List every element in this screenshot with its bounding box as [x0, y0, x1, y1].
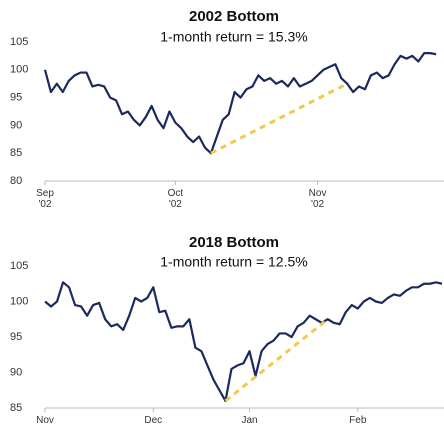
chart-subtitle: 1-month return = 15.3% — [160, 29, 307, 45]
y-tick-label: 100 — [10, 295, 28, 307]
y-tick-label: 90 — [10, 366, 22, 378]
y-tick-label: 95 — [10, 331, 22, 343]
x-tick-label: Oct '02 — [167, 188, 184, 210]
x-tick-label: Dec — [144, 415, 163, 426]
line — [43, 52, 437, 155]
x-tick-label: Nov '02 — [308, 188, 327, 210]
y-tick-label: 90 — [10, 119, 22, 131]
trend-line — [224, 318, 329, 403]
y-tick-label: 105 — [10, 260, 28, 272]
y-tick-label: 100 — [10, 64, 28, 76]
y-tick-label: 95 — [10, 92, 22, 104]
x-tick-label: Jan — [241, 415, 258, 426]
y-tick-label: 85 — [10, 147, 22, 159]
y-tick-label: 80 — [10, 175, 22, 187]
chart-title: 2018 Bottom — [189, 234, 279, 251]
chart-title: 2002 Bottom — [189, 8, 279, 25]
x-tick-label: Feb — [349, 415, 367, 426]
line — [44, 281, 443, 402]
chart-subtitle: 1-month return = 12.5% — [160, 254, 307, 270]
x-tick-label: Nov — [36, 415, 54, 426]
x-tick-label: Sep '02 — [36, 188, 54, 210]
y-tick-label: 105 — [10, 36, 28, 48]
y-tick-label: 85 — [10, 402, 22, 414]
trend-line — [210, 82, 348, 155]
